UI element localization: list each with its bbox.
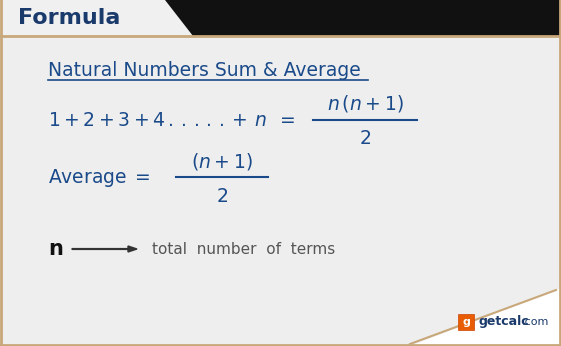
Text: .com: .com	[522, 317, 549, 327]
Polygon shape	[410, 288, 561, 346]
Text: g: g	[462, 317, 470, 327]
Text: $2$: $2$	[216, 186, 228, 206]
Text: $1 + 2 + 3 + 4\,.\,.\,.\,.\,.+\,n\;\;=$: $1 + 2 + 3 + 4\,.\,.\,.\,.\,.+\,n\;\;=$	[48, 111, 296, 130]
Text: $\mathrm{Average}\;=$: $\mathrm{Average}\;=$	[48, 167, 150, 189]
Text: Formula: Formula	[18, 8, 121, 28]
FancyBboxPatch shape	[0, 36, 561, 346]
Text: $\mathbf{n}$: $\mathbf{n}$	[48, 239, 63, 259]
Text: total  number  of  terms: total number of terms	[152, 242, 335, 256]
Text: Natural Numbers Sum & Average: Natural Numbers Sum & Average	[48, 61, 361, 80]
Text: getcalc: getcalc	[479, 316, 530, 328]
FancyArrow shape	[72, 246, 137, 252]
FancyBboxPatch shape	[458, 314, 474, 330]
Text: $n\,(n + 1)$: $n\,(n + 1)$	[327, 93, 403, 115]
Text: $2$: $2$	[359, 129, 371, 148]
FancyBboxPatch shape	[0, 0, 561, 36]
Polygon shape	[0, 0, 193, 36]
Text: $(n + 1)$: $(n + 1)$	[191, 151, 253, 172]
